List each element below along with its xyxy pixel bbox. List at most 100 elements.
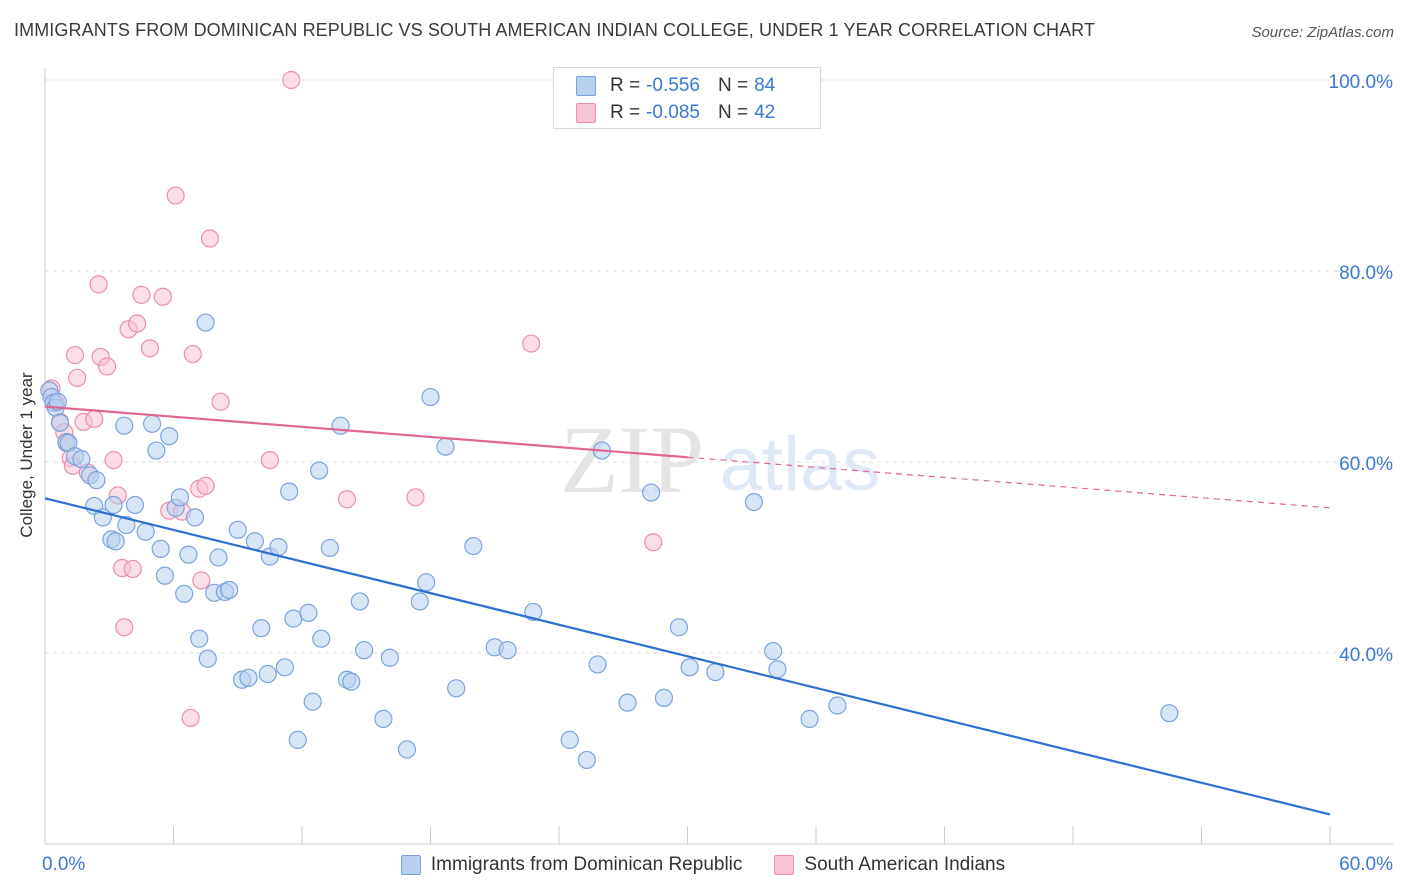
legend-r-label: R = bbox=[610, 102, 641, 123]
data-point-dominican bbox=[417, 573, 436, 592]
data-point-south-american bbox=[337, 490, 357, 509]
data-point-dominican bbox=[1160, 704, 1179, 723]
data-point-dominican bbox=[669, 618, 689, 637]
data-point-south-american bbox=[85, 409, 104, 429]
legend-swatch-pink bbox=[576, 103, 596, 123]
y-tick-label: 40.0% bbox=[1339, 645, 1393, 666]
data-point-south-american bbox=[181, 708, 200, 728]
trend-lines bbox=[44, 405, 1331, 816]
data-point-dominican bbox=[48, 392, 67, 411]
data-point-dominican bbox=[397, 740, 417, 759]
data-point-dominican bbox=[147, 441, 166, 460]
trend-line-south-american bbox=[44, 405, 688, 459]
data-point-south-american bbox=[127, 314, 147, 333]
data-point-dominican bbox=[280, 482, 299, 501]
data-point-south-american bbox=[192, 571, 211, 590]
data-point-dominican bbox=[374, 709, 393, 728]
data-point-dominican bbox=[115, 416, 134, 435]
legend-item-dominican: Immigrants from Dominican Republic bbox=[400, 854, 743, 876]
data-point-dominican bbox=[310, 461, 329, 480]
data-point-dominican bbox=[706, 662, 725, 682]
data-point-dominican bbox=[258, 664, 277, 684]
series-dominican-republic bbox=[40, 313, 1179, 770]
data-point-dominican bbox=[342, 672, 361, 691]
data-point-dominican bbox=[524, 602, 543, 622]
data-point-dominican bbox=[380, 648, 399, 667]
data-point-dominican bbox=[136, 522, 155, 541]
data-point-south-american bbox=[522, 334, 541, 353]
watermark: ZIP atlas bbox=[560, 406, 880, 513]
watermark-atlas: atlas bbox=[720, 422, 881, 507]
data-point-dominican bbox=[588, 655, 607, 674]
data-point-south-american bbox=[406, 488, 425, 507]
legend-n-value: 42 bbox=[754, 102, 776, 123]
grid-lines bbox=[45, 79, 1393, 654]
data-point-dominican bbox=[768, 660, 787, 679]
data-point-south-american bbox=[123, 559, 142, 579]
data-point-dominican bbox=[654, 688, 674, 707]
data-point-dominican bbox=[303, 692, 322, 711]
legend-r-value: -0.085 bbox=[646, 102, 700, 123]
y-tick-label: 80.0% bbox=[1339, 263, 1393, 284]
data-point-dominican bbox=[190, 629, 209, 648]
legend-swatch-blue bbox=[576, 76, 596, 96]
tick-labels: 40.0% 60.0% 80.0% 100.0% 0.0% 60.0% bbox=[42, 72, 1393, 875]
data-point-south-american bbox=[140, 339, 160, 358]
data-point-south-american bbox=[132, 285, 151, 304]
data-point-dominican bbox=[117, 515, 136, 535]
data-point-dominican bbox=[464, 536, 483, 556]
data-point-dominican bbox=[198, 649, 217, 668]
data-point-dominican bbox=[155, 566, 175, 585]
data-point-dominican bbox=[252, 619, 271, 638]
data-point-dominican bbox=[196, 313, 215, 332]
legend-n-label: N = bbox=[717, 102, 749, 123]
data-point-dominican bbox=[160, 427, 179, 446]
data-point-dominican bbox=[350, 592, 369, 611]
watermark-zip: ZIP bbox=[560, 406, 704, 513]
data-point-south-american bbox=[196, 476, 215, 495]
chart-title: IMMIGRANTS FROM DOMINICAN REPUBLIC VS SO… bbox=[14, 20, 1096, 40]
source-credit: Source: ZipAtlas.com bbox=[1251, 24, 1394, 41]
legend-r-value: -0.556 bbox=[646, 75, 700, 96]
data-point-dominican bbox=[185, 508, 205, 527]
data-point-south-american bbox=[89, 275, 108, 294]
data-point-dominican bbox=[436, 437, 455, 456]
data-point-south-american bbox=[104, 450, 123, 470]
data-point-dominican bbox=[331, 416, 350, 435]
legend-item-south-american: South American Indians bbox=[774, 854, 1005, 876]
legend-label: Immigrants from Dominican Republic bbox=[430, 854, 743, 875]
legend-n-label: N = bbox=[717, 75, 749, 96]
data-point-dominican bbox=[125, 495, 145, 515]
legend-r-label: R = bbox=[610, 75, 641, 96]
legend-row-south-american: R = -0.085 N = 42 bbox=[576, 100, 775, 126]
data-point-south-american bbox=[153, 287, 172, 306]
data-point-dominican bbox=[618, 693, 637, 712]
data-point-dominican bbox=[764, 641, 783, 661]
data-point-south-american bbox=[183, 344, 202, 364]
data-point-dominican bbox=[680, 658, 699, 677]
correlation-legend: R = -0.556 N = 84 R = -0.085 N = 42 bbox=[553, 67, 821, 129]
data-point-dominican bbox=[87, 471, 106, 490]
data-point-dominican bbox=[72, 450, 91, 469]
data-point-dominican bbox=[104, 495, 123, 515]
data-point-dominican bbox=[245, 532, 264, 551]
data-point-dominican bbox=[275, 658, 294, 677]
data-point-south-american bbox=[166, 186, 185, 205]
data-point-dominican bbox=[410, 592, 429, 611]
data-point-south-american bbox=[68, 368, 87, 388]
legend-n-value: 84 bbox=[754, 75, 776, 96]
data-point-dominican bbox=[179, 545, 198, 564]
data-point-dominican bbox=[106, 532, 125, 551]
trend-line-dominican bbox=[44, 497, 1331, 816]
data-point-dominican bbox=[421, 387, 440, 407]
data-point-dominican bbox=[299, 603, 318, 622]
data-point-dominican bbox=[209, 548, 228, 567]
legend-swatch-blue bbox=[400, 855, 421, 875]
data-point-dominican bbox=[142, 414, 162, 433]
x-tick-label: 0.0% bbox=[42, 854, 85, 875]
series-legend: Immigrants from Dominican Republic South… bbox=[0, 852, 1406, 878]
data-point-dominican bbox=[175, 584, 194, 603]
data-point-dominican bbox=[220, 580, 239, 600]
data-point-dominican bbox=[560, 730, 579, 750]
